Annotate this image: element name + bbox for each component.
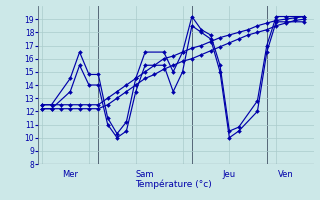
Text: Jeu: Jeu xyxy=(223,170,236,179)
Text: Ven: Ven xyxy=(278,170,293,179)
Text: Sam: Sam xyxy=(136,170,154,179)
Text: Température (°c): Température (°c) xyxy=(135,180,212,189)
Text: Mer: Mer xyxy=(62,170,78,179)
